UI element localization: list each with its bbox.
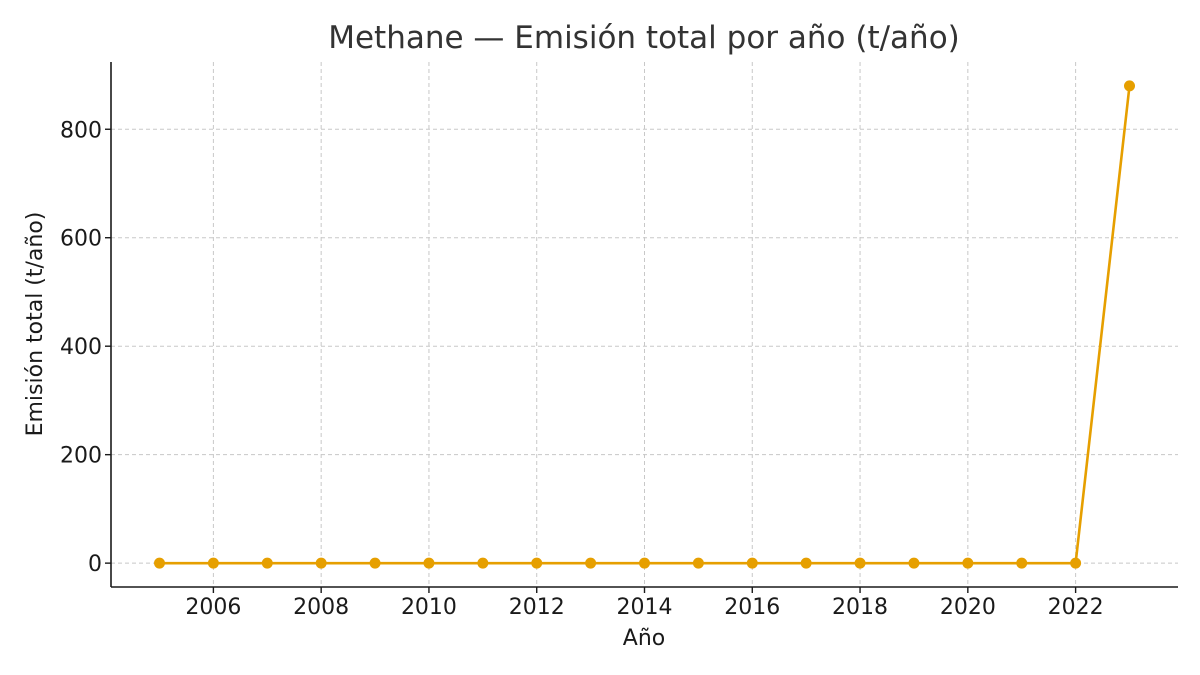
data-point (531, 557, 543, 569)
grid (111, 62, 1178, 587)
x-tick-label: 2008 (293, 595, 349, 620)
data-point (154, 557, 165, 569)
data-point (1070, 557, 1082, 569)
y-tick-label: 0 (88, 552, 102, 577)
x-tick-label: 2018 (832, 595, 888, 620)
chart-title: Methane — Emisión total por año (t/año) (328, 20, 960, 56)
y-tick-label: 200 (60, 444, 102, 469)
data-point (908, 557, 920, 569)
data-point (477, 557, 489, 569)
x-tick-label: 2022 (1048, 595, 1104, 620)
data-point (800, 557, 812, 569)
data-point (639, 557, 650, 569)
x-tick-label: 2010 (401, 595, 457, 620)
data-point (1016, 557, 1028, 569)
y-tick-label: 800 (60, 118, 102, 143)
x-tick-label: 2014 (617, 595, 673, 620)
y-tick-label: 400 (60, 335, 102, 360)
data-point (962, 557, 974, 569)
data-point (585, 557, 597, 569)
x-tick-label: 2012 (509, 595, 565, 620)
series (154, 80, 1135, 569)
data-point (207, 557, 219, 569)
x-tick-label: 2016 (724, 595, 780, 620)
ticks: 2006 2008 2010 2012 2014 2016 2018 2020 2022 0 200… (60, 118, 1104, 620)
x-axis-label: Año (623, 626, 665, 651)
data-point (692, 557, 704, 569)
data-point (369, 557, 381, 569)
data-point (315, 557, 327, 569)
data-point (423, 557, 435, 569)
data-point (854, 557, 866, 569)
data-point (746, 557, 758, 569)
y-axis-label: Emisión total (t/año) (23, 212, 48, 437)
x-tick-label: 2006 (185, 595, 241, 620)
x-tick-label: 2020 (940, 595, 996, 620)
y-tick-label: 600 (60, 227, 102, 252)
data-point (261, 557, 273, 569)
data-point (1124, 80, 1135, 92)
